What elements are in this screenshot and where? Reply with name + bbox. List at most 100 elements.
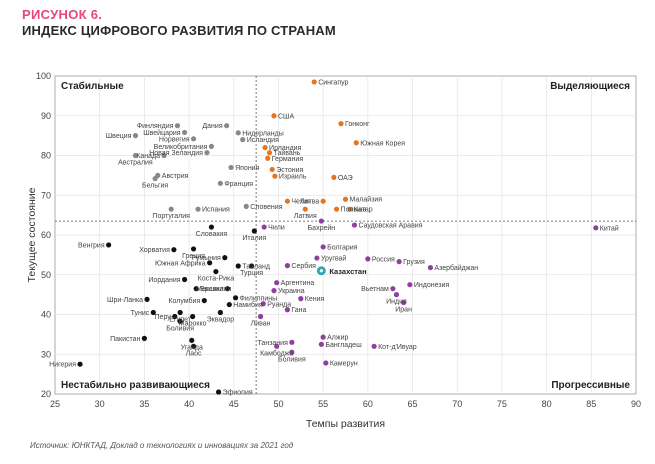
- point-stable: [243, 203, 249, 209]
- point-unstable: [171, 247, 177, 253]
- point-label: Таиланд: [242, 264, 270, 271]
- point-unstable: [150, 309, 156, 316]
- x-tick-label: 85: [586, 399, 596, 409]
- point-progressive: [390, 286, 396, 292]
- point-label: Болгария: [327, 244, 358, 251]
- point-unstable: [215, 389, 222, 395]
- point-unstable: [251, 228, 257, 234]
- point-progressive: [318, 341, 324, 347]
- point-leading: [262, 144, 268, 151]
- point-label: Катар: [354, 207, 373, 214]
- point-label: Бангладеш: [325, 342, 362, 349]
- point-label: Гана: [291, 307, 306, 314]
- point-progressive: [393, 292, 400, 298]
- point-label: Португалия: [152, 213, 190, 220]
- point-label: Эфиопия: [223, 390, 253, 397]
- point-label: Чили: [268, 225, 285, 232]
- point-unstable: [224, 286, 231, 292]
- y-tick-label: 90: [41, 111, 51, 121]
- y-tick-label: 70: [41, 190, 51, 200]
- point-label: Гонконг: [345, 121, 370, 128]
- point-progressive: [257, 313, 264, 320]
- y-tick-label: 40: [41, 310, 51, 320]
- point-progressive: [593, 225, 599, 231]
- point-label: Лаос: [186, 350, 202, 357]
- point-progressive: [274, 343, 280, 349]
- point-progressive: [371, 343, 377, 349]
- point-stable: [208, 143, 215, 149]
- point-label: Иордания: [148, 277, 180, 284]
- point-stable: [190, 136, 197, 142]
- point-unstable: [190, 343, 197, 349]
- point-label: Бахрейн: [308, 224, 336, 232]
- point-unstable: [208, 224, 215, 230]
- point-label: Уругвай: [321, 255, 347, 263]
- point-label: Чехия: [291, 199, 311, 206]
- point-unstable: [201, 297, 207, 304]
- point-unstable: [232, 295, 239, 301]
- data-points: [77, 79, 599, 395]
- figure-number: РИСУНОК 6.: [22, 7, 103, 22]
- point-label: Южная Африка: [155, 260, 206, 267]
- y-tick-label: 30: [41, 349, 51, 359]
- point-leading: [342, 196, 349, 202]
- point-label: Индонезия: [414, 282, 450, 289]
- point-label: Финляндия: [137, 123, 174, 130]
- point-unstable: [144, 296, 150, 302]
- point-progressive: [365, 256, 371, 262]
- x-tick-label: 55: [318, 399, 328, 409]
- point-unstable: [207, 260, 213, 266]
- point-progressive: [427, 264, 434, 271]
- point-label: Франция: [224, 181, 253, 188]
- point-label: Нигерия: [49, 362, 76, 369]
- point-label: Грузия: [403, 259, 425, 266]
- point-label: Алжир: [327, 335, 348, 342]
- point-label: Марокко: [179, 320, 207, 327]
- point-leading: [333, 206, 340, 212]
- point-label: Австралия: [118, 160, 153, 167]
- point-leading: [320, 198, 326, 204]
- point-progressive: [274, 280, 280, 286]
- y-axis-label: Текущее состояние: [26, 187, 38, 282]
- x-tick-label: 35: [139, 399, 149, 409]
- point-leading: [266, 150, 273, 156]
- point-stable: [168, 206, 174, 212]
- point-leading: [284, 198, 290, 204]
- point-unstable: [77, 361, 83, 367]
- x-tick-label: 65: [408, 399, 418, 409]
- point-stable: [152, 175, 158, 182]
- point-label: Египет: [169, 317, 192, 324]
- point-progressive: [271, 288, 277, 294]
- point-label: Тайвань: [274, 149, 301, 157]
- point-unstable: [235, 263, 241, 269]
- point-unstable: [193, 286, 199, 292]
- point-label: Греция: [182, 253, 205, 260]
- point-label: Израиль: [279, 174, 307, 181]
- point-label: Коста-Рика: [198, 276, 235, 283]
- source-note: Источник: ЮНКТАД, Доклад о технологиях и…: [30, 441, 294, 450]
- point-progressive: [351, 222, 358, 228]
- point-label: Венгрия: [78, 242, 105, 249]
- point-stable: [182, 129, 188, 136]
- point-stable: [174, 123, 181, 129]
- point-label: Швейцария: [143, 129, 181, 137]
- point-label: Перу: [155, 314, 172, 321]
- x-tick-label: 60: [363, 399, 373, 409]
- point-progressive: [289, 349, 295, 355]
- point-label: США: [278, 113, 294, 120]
- point-label: Иран: [395, 307, 412, 314]
- point-progressive: [401, 299, 407, 306]
- point-leading: [347, 206, 353, 212]
- point-label: Кот-д'Ивуар: [378, 344, 417, 351]
- point-unstable: [190, 313, 196, 320]
- point-label: Швеция: [106, 133, 132, 140]
- point-label: Япония: [235, 165, 260, 172]
- point-label: Хорватия: [139, 247, 170, 254]
- point-kazakhstan-center: [319, 269, 323, 273]
- point-label: ОАЭ: [338, 175, 353, 182]
- point-label: Танзания: [257, 340, 288, 347]
- point-label: Боливия: [166, 325, 194, 332]
- point-label: Филиппины: [240, 295, 278, 302]
- x-tick-label: 30: [95, 399, 105, 409]
- point-label: Камбоджа: [260, 349, 293, 357]
